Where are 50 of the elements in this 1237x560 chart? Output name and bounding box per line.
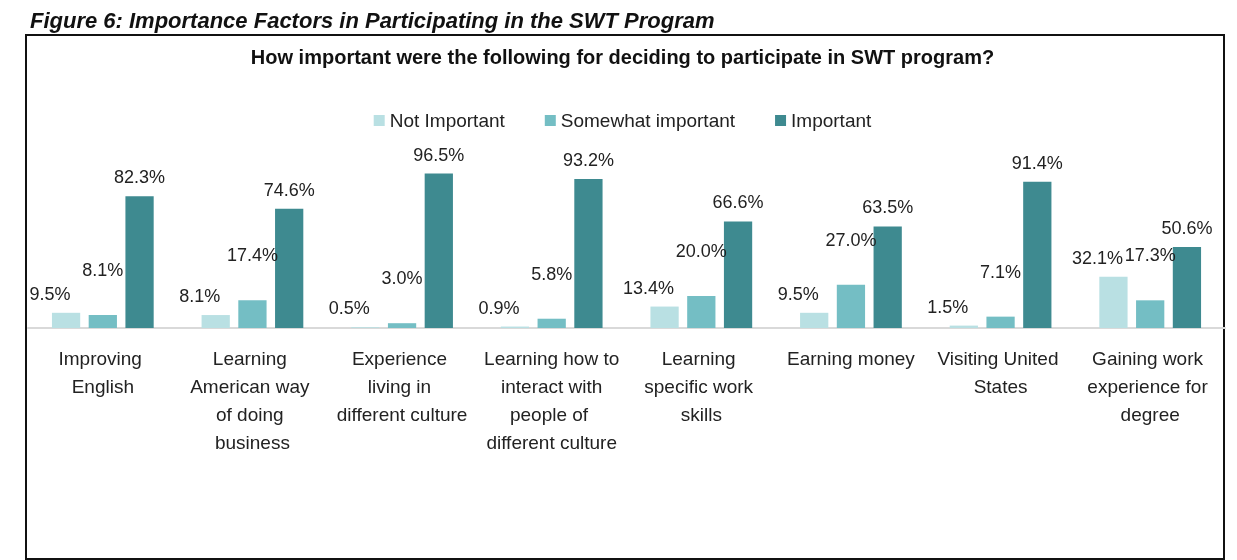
chart-title: How important were the following for deciding to participate in SWT program? (250, 45, 995, 68)
x-tick-label: Gaining work experience for degree (1087, 347, 1214, 425)
bar (387, 323, 417, 328)
bar (238, 300, 267, 328)
data-label: 3.0% (381, 268, 423, 289)
data-label: 13.4% (623, 277, 675, 298)
data-label: 5.8% (531, 263, 573, 284)
bar (1099, 276, 1128, 328)
data-label: 91.4% (1011, 152, 1063, 173)
data-label: 0.9% (478, 297, 520, 318)
data-label: 9.5% (777, 283, 819, 304)
x-tick-label: Learning specific work skills (644, 347, 759, 425)
x-tick-label: Learning American way of doing business (190, 347, 315, 453)
bar (574, 178, 603, 328)
x-tick-label: Earning money (787, 347, 916, 369)
data-label: 74.6% (263, 179, 315, 200)
bar (424, 173, 453, 328)
bar (88, 315, 117, 328)
bar (687, 296, 716, 328)
legend-label: Somewhat important (560, 110, 736, 131)
x-tick-label: Improving English (58, 347, 148, 397)
data-label: 8.1% (179, 286, 221, 307)
caption: Figure 6: Importance Factors in Participating in the SWT Program (30, 7, 715, 33)
x-tick-label: Visiting United States (937, 347, 1064, 397)
x-tick-label: Experience living in different culture (336, 347, 468, 425)
bar (51, 312, 81, 328)
bar (125, 196, 154, 328)
bar (1136, 300, 1165, 328)
data-label: 63.5% (862, 197, 914, 218)
data-label: 50.6% (1161, 218, 1213, 239)
bar (537, 318, 566, 328)
data-label: 9.5% (29, 283, 71, 304)
legend-label: Important (791, 110, 873, 131)
data-label: 32.1% (1071, 247, 1123, 268)
bar (800, 312, 829, 328)
bar (650, 306, 679, 328)
bar (1023, 181, 1052, 328)
bar (986, 316, 1015, 328)
data-label: 96.5% (413, 144, 465, 165)
bar (201, 315, 230, 328)
data-label: 82.3% (114, 167, 166, 188)
data-label: 66.6% (712, 192, 764, 213)
data-label: 0.5% (328, 298, 370, 319)
data-label: 7.1% (980, 261, 1022, 282)
bar (836, 284, 866, 328)
data-label: 8.1% (82, 260, 124, 281)
data-label: 1.5% (927, 296, 969, 317)
legend-label: Not Important (389, 110, 506, 131)
data-label: 93.2% (562, 149, 614, 170)
x-tick-label: Learning how to interact with people of different culture (484, 347, 620, 453)
